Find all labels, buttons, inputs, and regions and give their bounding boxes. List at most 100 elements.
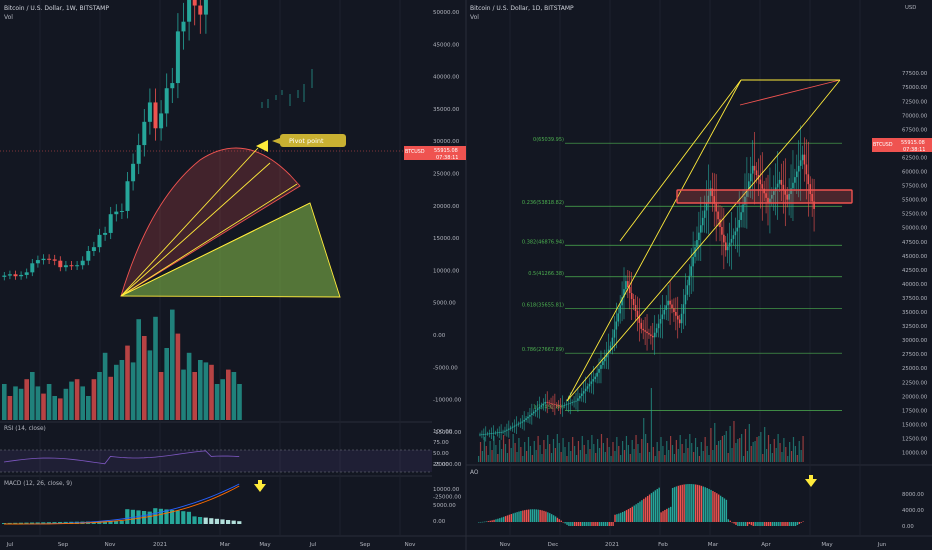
left-volume-bar (41, 393, 46, 420)
left-candle (119, 210, 124, 212)
fib-level-label: 0.618(35655.81) (522, 302, 564, 308)
right-candle (532, 411, 535, 414)
ao-bar (748, 522, 751, 525)
ao-bar (731, 522, 733, 523)
right-candle (607, 349, 610, 354)
right-candle (481, 434, 483, 436)
macd-arrow-shaft (258, 480, 262, 485)
right-time-tick: May (821, 542, 833, 548)
right-candle (648, 333, 650, 335)
right-volume-bar (767, 435, 770, 462)
channel-lower-line (566, 121, 807, 402)
right-price-tick: 55000.00 (902, 198, 928, 204)
right-candle (790, 188, 792, 194)
right-candle (557, 405, 560, 407)
right-candle (517, 423, 520, 425)
left-volume-bar (226, 369, 231, 420)
ao-bar (706, 488, 708, 522)
ao-bar (589, 522, 591, 526)
right-volume-bar (600, 434, 603, 462)
right-candle (586, 386, 589, 389)
right-volume-bar (577, 441, 580, 462)
ao-bar (729, 520, 731, 522)
ao-bar (583, 522, 585, 526)
right-candle (575, 400, 577, 402)
left-candle (52, 259, 57, 261)
right-volume-bar (497, 454, 499, 462)
right-volume-bar (616, 437, 618, 462)
left-volume-bar (2, 384, 7, 420)
ao-bar (756, 522, 758, 526)
ao-bar (543, 510, 545, 522)
right-volume-bar (487, 455, 489, 462)
right-volume-bar (723, 435, 725, 462)
left-volume-bar (214, 384, 220, 420)
right-volume-bar (666, 441, 668, 462)
ao-bar (719, 495, 722, 522)
right-volume-bar (568, 442, 570, 462)
right-volume-bar (773, 439, 775, 462)
right-candle (623, 289, 625, 298)
ao-bar (549, 513, 551, 522)
right-candle (484, 433, 487, 435)
right-candle (579, 395, 581, 399)
right-volume-bar (741, 434, 743, 462)
right-volume-bar (691, 443, 693, 462)
right-candle (799, 160, 802, 166)
right-volume-bar (597, 439, 599, 462)
left-price-tick: -15000.00 (433, 430, 462, 436)
right-volume-bar (570, 451, 572, 462)
right-vol-label: Vol (470, 14, 479, 21)
right-candle (713, 196, 716, 204)
left-volume-bar (97, 372, 102, 420)
ao-bar (612, 522, 614, 526)
right-candle (717, 211, 719, 220)
macd-histogram-bar (125, 509, 130, 524)
right-candle (577, 398, 579, 401)
right-candle (561, 405, 564, 407)
ao-bar (643, 498, 645, 522)
right-volume-bar (491, 450, 493, 462)
left-price-tick: -10000.00 (433, 398, 462, 404)
right-candle (742, 204, 744, 213)
left-volume-bar (102, 352, 108, 420)
right-candle (711, 188, 714, 197)
macd-histogram-bar (220, 519, 225, 524)
right-candle (508, 428, 510, 430)
right-candle (788, 193, 790, 200)
macd-histogram-bar (198, 517, 203, 524)
right-volume-bar (702, 451, 704, 462)
ao-bar (618, 513, 620, 522)
left-candle (198, 5, 203, 15)
right-volume-bar (508, 439, 510, 462)
ao-bar (529, 509, 532, 522)
left-volume-bar (35, 386, 41, 420)
left-candle (91, 247, 96, 252)
right-candle (511, 426, 514, 428)
ao-bar (622, 511, 624, 522)
right-price-tick: 47500.00 (902, 240, 928, 246)
fib-level-label: 0.786(27667.89) (522, 347, 564, 353)
right-volume-bar (708, 455, 710, 462)
left-volume-bar (203, 362, 209, 420)
left-price-tick: 50000.00 (433, 10, 460, 16)
ao-bar (723, 498, 726, 522)
right-candle (611, 337, 614, 346)
right-candle (678, 319, 681, 324)
ao-bar (716, 493, 718, 522)
right-volume-bar (641, 439, 643, 462)
ao-bar (537, 509, 539, 522)
ao-bar (802, 521, 804, 522)
ao-bar (564, 522, 566, 524)
right-candle (652, 335, 654, 338)
left-volume-bar (192, 372, 197, 420)
ao-bar (727, 519, 729, 522)
left-candle (75, 265, 80, 267)
right-candle (604, 357, 606, 362)
right-volume-bar (645, 434, 647, 462)
ao-bar (652, 491, 655, 522)
right-price-tick: 40000.00 (902, 282, 928, 288)
ao-bar (702, 486, 705, 522)
ao-bar (739, 522, 741, 526)
